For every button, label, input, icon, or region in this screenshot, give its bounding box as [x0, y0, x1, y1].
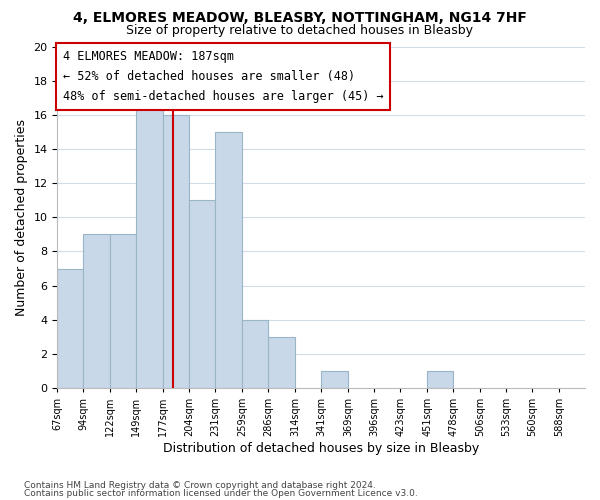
Bar — [190, 200, 215, 388]
Text: Size of property relative to detached houses in Bleasby: Size of property relative to detached ho… — [127, 24, 473, 37]
Bar — [215, 132, 242, 388]
Bar — [58, 268, 83, 388]
Bar — [163, 115, 190, 388]
Bar — [83, 234, 110, 388]
Text: Contains HM Land Registry data © Crown copyright and database right 2024.: Contains HM Land Registry data © Crown c… — [24, 480, 376, 490]
Y-axis label: Number of detached properties: Number of detached properties — [15, 119, 28, 316]
Bar — [242, 320, 268, 388]
Bar — [427, 371, 453, 388]
X-axis label: Distribution of detached houses by size in Bleasby: Distribution of detached houses by size … — [163, 442, 479, 455]
Text: Contains public sector information licensed under the Open Government Licence v3: Contains public sector information licen… — [24, 489, 418, 498]
Text: 4, ELMORES MEADOW, BLEASBY, NOTTINGHAM, NG14 7HF: 4, ELMORES MEADOW, BLEASBY, NOTTINGHAM, … — [73, 12, 527, 26]
Bar — [321, 371, 348, 388]
Text: 4 ELMORES MEADOW: 187sqm
← 52% of detached houses are smaller (48)
48% of semi-d: 4 ELMORES MEADOW: 187sqm ← 52% of detach… — [62, 50, 383, 103]
Bar — [268, 337, 295, 388]
Bar — [110, 234, 136, 388]
Bar — [136, 98, 163, 388]
